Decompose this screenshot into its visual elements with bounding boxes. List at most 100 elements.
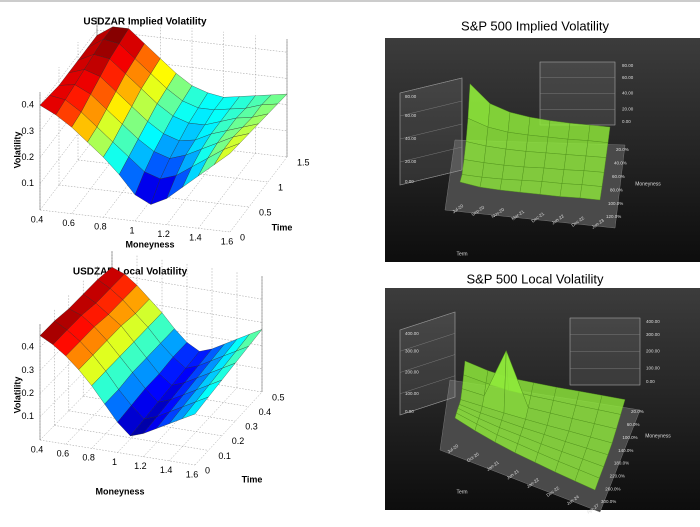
grid-line (39, 30, 98, 106)
surface-patch (563, 154, 587, 171)
surface-patch (519, 180, 543, 195)
x-tick-label: 0.6 (62, 218, 75, 228)
z-tick-label: 0.2 (21, 388, 34, 398)
surface-patch (483, 145, 507, 166)
grid-line (399, 77, 463, 94)
z-tick-label: 0.2 (21, 152, 34, 162)
surface-patch (583, 155, 607, 173)
x-tick-label: 60.0% (612, 174, 625, 179)
z-tick-label: 40.00 (622, 91, 634, 96)
z-tick-label: 200.00 (405, 370, 419, 375)
x-tick-label: 1.2 (157, 229, 170, 239)
x-tick-label: 1.2 (134, 461, 147, 471)
z-tick-label: 0.4 (21, 100, 34, 110)
surface-patch (501, 164, 525, 181)
z-tick-label: 400.00 (646, 319, 660, 324)
surface-patch (181, 396, 209, 420)
z-tick-label: 0.3 (21, 365, 34, 375)
y-tick-label: 0.5 (259, 207, 272, 217)
grid-line (96, 56, 288, 79)
y-tick-label: 0 (240, 232, 245, 242)
z-tick-label: 200.00 (646, 349, 660, 354)
x-tick-label: 100.0% (622, 435, 637, 440)
surface-patch (565, 138, 589, 157)
surface-patch (587, 124, 611, 143)
grid-line (399, 396, 456, 416)
x-tick-label: 300.0% (601, 499, 616, 504)
surface-patch (505, 131, 529, 152)
x-axis-title: Moneyness (125, 239, 174, 249)
x-tick-label: 20.0% (616, 147, 629, 152)
z-axis-title: Volatility (12, 132, 22, 169)
z-tick-label: 0.1 (21, 411, 34, 421)
y-axis-title: Time (272, 222, 293, 232)
surface-patch (503, 148, 527, 168)
surface-patch (214, 143, 240, 165)
grid-line (39, 209, 231, 233)
surface-patch (547, 120, 571, 140)
y-tick-label: 0 (205, 465, 210, 475)
grid-line (77, 159, 269, 183)
grid-line (399, 169, 463, 186)
x-axis-title: Moneyness (645, 433, 671, 439)
y-tick-label: 0.2 (232, 436, 245, 446)
z-axis-title: Volatility (12, 377, 22, 414)
z-tick-label: 80.00 (622, 63, 634, 68)
x-tick-label: 1.6 (221, 236, 234, 246)
y-axis-title: Term (456, 251, 467, 257)
surface-patch (527, 116, 551, 138)
x-tick-label: 140.0% (618, 448, 633, 453)
y-tick-label: 1 (278, 182, 283, 192)
x-tick-label: 1 (129, 225, 134, 235)
x-tick-label: 260.0% (605, 486, 620, 491)
z-tick-label: 0.00 (405, 409, 414, 414)
surface-patch (585, 140, 609, 158)
z-tick-label: 0.00 (646, 379, 655, 384)
grid-line (399, 100, 463, 117)
z-tick-label: 400.00 (405, 331, 419, 336)
x-tick-label: 40.0% (614, 161, 627, 166)
surface-patch (525, 134, 549, 154)
grid-line (399, 146, 463, 163)
surface-patch (539, 181, 563, 197)
y-tick-label: Jul-20 (451, 203, 464, 214)
grid-line (68, 410, 222, 437)
surface-patch (559, 183, 583, 199)
surface-patch (499, 178, 523, 193)
surface-patch (545, 136, 569, 155)
x-tick-label: 220.0% (610, 473, 625, 478)
z-tick-label: 0.1 (21, 178, 34, 188)
surface-patch (574, 469, 600, 491)
chart-title: S&P 500 Local Volatility (466, 271, 604, 286)
grid-line (111, 273, 263, 300)
z-tick-label: 60.00 (405, 113, 417, 118)
x-tick-label: 180.0% (614, 461, 629, 466)
x-tick-label: 0.4 (31, 214, 44, 224)
z-tick-label: 0.00 (405, 179, 414, 184)
x-tick-label: 120.0% (606, 214, 621, 219)
x-tick-label: 0.8 (82, 453, 95, 463)
z-tick-label: 300.00 (646, 332, 660, 337)
grid-line (399, 311, 456, 331)
grid-line (399, 354, 456, 373)
grid-line (229, 156, 288, 233)
y-tick-label: Jul-20 (446, 443, 459, 454)
surface-patch (561, 169, 585, 185)
grid-line (399, 333, 456, 352)
z-tick-label: 0.4 (21, 342, 34, 352)
y-tick-label: 0.1 (218, 451, 231, 461)
x-tick-label: 0.6 (57, 449, 70, 459)
x-tick-label: 1.6 (186, 469, 199, 479)
y-axis-title: Term (456, 489, 467, 495)
y-tick-label: 1.5 (297, 157, 310, 167)
z-tick-label: 100.00 (405, 391, 419, 396)
grid-line (39, 439, 196, 466)
x-tick-label: 1.4 (189, 233, 202, 243)
x-tick-label: 80.0% (610, 187, 623, 192)
y-tick-label: 0.5 (272, 392, 285, 402)
surface-patch (579, 184, 603, 201)
z-tick-label: 0.00 (622, 119, 631, 124)
z-tick-label: 300.00 (405, 348, 419, 353)
grid-line (198, 153, 256, 229)
y-tick-label: 0.3 (245, 422, 258, 432)
